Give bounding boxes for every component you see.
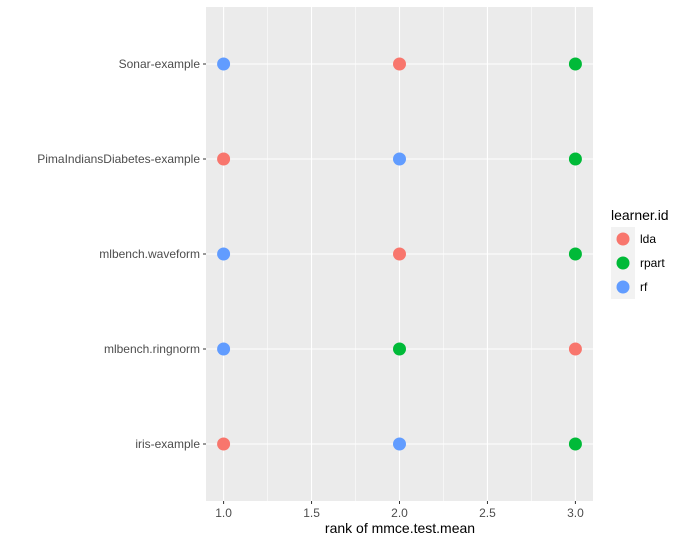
legend-label: lda	[640, 232, 656, 246]
x-tick-label: 2.0	[391, 506, 408, 520]
data-point-rpart	[393, 342, 406, 356]
data-point-rpart	[568, 247, 582, 261]
data-point-rpart	[568, 437, 582, 451]
legend: learner.id lda rpart rf	[611, 207, 669, 299]
data-point-rf	[217, 342, 231, 356]
x-tick-label: 1.5	[303, 506, 320, 520]
x-tick-label: 2.5	[479, 506, 496, 520]
legend-label: rf	[640, 280, 648, 294]
data-point-rf	[393, 437, 406, 451]
data-point-rf	[217, 57, 231, 71]
data-point-lda	[217, 437, 231, 451]
data-point-rpart	[568, 152, 582, 166]
data-point-lda	[393, 57, 406, 71]
data-point-rpart	[568, 57, 582, 71]
data-points	[217, 57, 582, 451]
x-tick-label: 3.0	[567, 506, 584, 520]
y-tick-label: mlbench.waveform	[99, 247, 200, 261]
x-axis: 1.0 1.5 2.0 2.5 3.0	[215, 501, 584, 520]
data-point-rf	[393, 152, 406, 166]
y-tick-label: iris-example	[135, 437, 200, 451]
y-tick-label: Sonar-example	[119, 57, 201, 71]
data-point-lda	[217, 152, 231, 166]
x-axis-title: rank of mmce.test.mean	[325, 520, 475, 536]
data-point-lda	[393, 247, 406, 261]
y-axis: Sonar-example PimaIndiansDiabetes-example…	[37, 57, 206, 451]
legend-key-rf	[616, 280, 630, 294]
legend-key-rpart	[616, 256, 630, 270]
legend-label: rpart	[640, 256, 665, 270]
data-point-lda	[568, 342, 582, 356]
x-tick-label: 1.0	[215, 506, 232, 520]
y-tick-label: PimaIndiansDiabetes-example	[37, 152, 200, 166]
y-tick-label: mlbench.ringnorm	[104, 342, 200, 356]
data-point-rf	[217, 247, 231, 261]
legend-key-lda	[616, 232, 630, 246]
legend-title: learner.id	[611, 207, 669, 223]
